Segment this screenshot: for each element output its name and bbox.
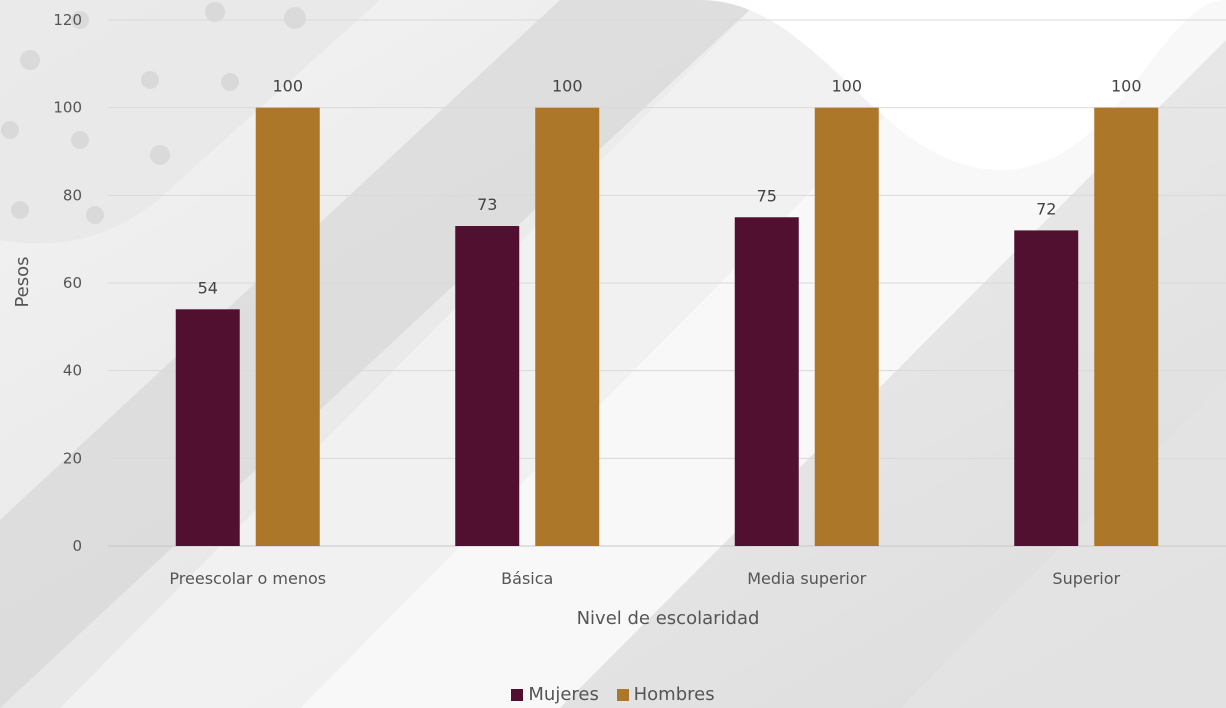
y-tick-label: 20 bbox=[63, 449, 82, 467]
x-tick-label: Preescolar o menos bbox=[169, 569, 326, 588]
bar-mujeres bbox=[175, 309, 240, 546]
bar-hombres bbox=[255, 107, 320, 547]
data-label: 100 bbox=[1111, 77, 1142, 96]
bar-hombres bbox=[535, 107, 600, 547]
data-label: 100 bbox=[272, 77, 303, 96]
y-tick-label: 40 bbox=[63, 362, 82, 380]
y-axis-ticks: 0 20 40 60 80 100 120 bbox=[53, 11, 82, 555]
data-label: 54 bbox=[198, 278, 218, 297]
x-axis-title: Nivel de escolaridad bbox=[577, 608, 760, 629]
legend-label-mujeres: Mujeres bbox=[528, 684, 599, 705]
legend-item-mujeres: Mujeres bbox=[511, 684, 599, 705]
legend-item-hombres: Hombres bbox=[616, 684, 715, 705]
x-tick-label: Superior bbox=[1052, 569, 1120, 588]
y-tick-label: 60 bbox=[63, 274, 82, 292]
data-label: 100 bbox=[552, 77, 583, 96]
bar-hombres bbox=[1094, 107, 1159, 547]
x-tick-label: Media superior bbox=[747, 569, 866, 588]
data-label: 75 bbox=[757, 186, 777, 205]
data-labels: 54 100 73 100 75 100 72 100 bbox=[198, 77, 1142, 298]
bar-mujeres bbox=[455, 226, 520, 546]
bar-mujeres bbox=[1014, 230, 1079, 546]
y-tick-label: 100 bbox=[53, 99, 82, 117]
legend-swatch-hombres bbox=[616, 688, 629, 701]
legend: Mujeres Hombres bbox=[0, 684, 1226, 706]
bar-hombres bbox=[814, 107, 879, 547]
y-tick-label: 80 bbox=[63, 186, 82, 204]
data-label: 73 bbox=[477, 195, 497, 214]
y-tick-label: 120 bbox=[53, 11, 82, 29]
x-tick-label: Básica bbox=[501, 569, 553, 588]
y-axis-title: Pesos bbox=[12, 256, 33, 307]
x-axis-ticks: Preescolar o menos Básica Media superior Su… bbox=[169, 569, 1120, 588]
bar-mujeres bbox=[734, 217, 799, 546]
bars bbox=[175, 107, 1159, 547]
data-label: 72 bbox=[1036, 199, 1056, 218]
legend-swatch-mujeres bbox=[511, 688, 524, 701]
data-label: 100 bbox=[831, 77, 862, 96]
legend-label-hombres: Hombres bbox=[633, 684, 715, 705]
y-tick-label: 0 bbox=[72, 537, 82, 555]
